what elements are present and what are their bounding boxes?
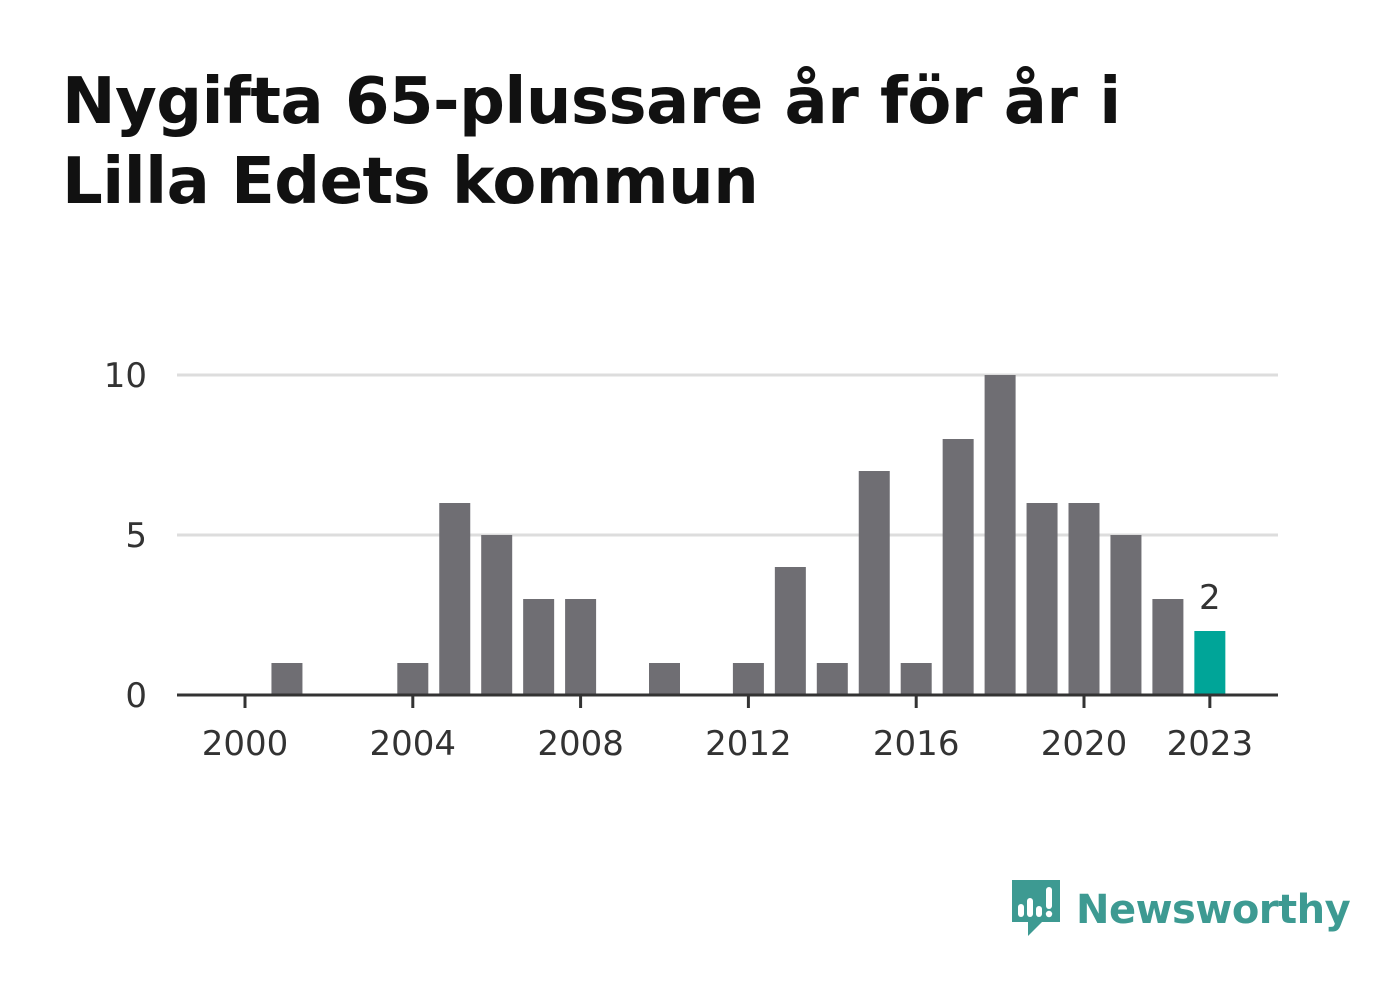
y-tick-label: 10 [104,356,147,396]
y-axis-labels: 0 5 10 [104,356,147,716]
bar [1110,535,1142,695]
bar [942,439,974,695]
chart-title: Nygifta 65-plussare år för år i Lilla Ed… [62,65,1121,219]
y-tick-label: 0 [125,676,147,716]
x-tick-label: 2012 [705,724,792,764]
y-tick-label: 5 [125,516,147,556]
bar [900,663,932,695]
x-tick-label: 2004 [370,724,457,764]
data-labels: 2 [1199,578,1221,618]
bar [565,599,597,695]
x-tick-label: 2008 [537,724,624,764]
x-tick-label: 2023 [1167,724,1254,764]
x-tick-label: 2016 [873,724,960,764]
bars [271,375,1226,695]
bar [1152,599,1184,695]
newsworthy-logo: Newsworthy [1010,878,1351,942]
bar [984,375,1016,695]
bar [1194,631,1226,695]
brand-name: Newsworthy [1076,887,1351,933]
bar [481,535,513,695]
bar [523,599,555,695]
data-label: 2 [1199,578,1221,618]
bar [271,663,303,695]
bar [1026,503,1058,695]
bar [816,663,848,695]
gridlines [177,373,1278,537]
bar [732,663,764,695]
bar [397,663,429,695]
bar [858,471,890,695]
bar [1068,503,1100,695]
newsworthy-logo-icon [1012,880,1060,936]
x-tick-label: 2000 [202,724,289,764]
bar [649,663,680,695]
bar [439,503,471,695]
x-axis [177,693,1278,708]
x-axis-labels: 2000 2004 2008 2012 2016 2020 2023 [202,724,1253,764]
x-tick-label: 2020 [1041,724,1128,764]
bar [774,567,806,695]
